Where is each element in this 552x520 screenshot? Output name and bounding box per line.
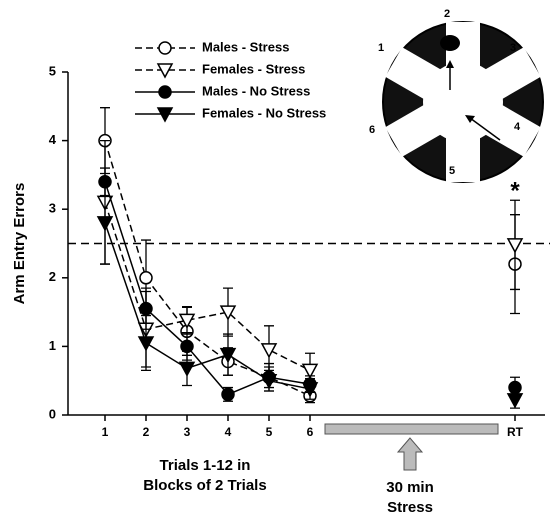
series-line [105, 223, 310, 389]
marker [262, 344, 276, 357]
y-tick-label: 1 [49, 338, 56, 353]
legend-label: Males - Stress [202, 39, 289, 54]
series-line [105, 202, 310, 370]
legend-label: Females - No Stress [202, 105, 326, 120]
marker [508, 394, 522, 407]
stress-label: 30 min [386, 479, 434, 496]
x-tick-label: 6 [307, 425, 314, 439]
marker [140, 303, 152, 315]
x-tick-label: 5 [266, 425, 273, 439]
y-tick-label: 5 [49, 63, 56, 78]
marker [222, 388, 234, 400]
series-line [105, 182, 310, 395]
x-tick-label: 4 [225, 425, 232, 439]
legend-marker [159, 42, 171, 54]
y-tick-label: 3 [49, 201, 56, 216]
y-tick-label: 4 [49, 132, 57, 147]
arm-label: 2 [444, 8, 450, 20]
stress-arrow [398, 438, 422, 470]
y-tick-label: 2 [49, 269, 56, 284]
x-axis-label: Trials 1-12 in [160, 457, 251, 474]
marker [508, 239, 522, 252]
marker [139, 337, 153, 350]
marker [180, 362, 194, 375]
arm-label: 3 [510, 42, 516, 54]
marker [98, 217, 112, 230]
maze-center [423, 62, 503, 142]
arm-label: 6 [369, 124, 375, 136]
x-tick-label: 3 [184, 425, 191, 439]
arm-label: 5 [449, 165, 455, 177]
y-tick-label: 0 [49, 406, 56, 421]
x-tick-label: 2 [143, 425, 150, 439]
goal [440, 35, 460, 51]
stress-bar [325, 424, 498, 434]
x-tick-label: 1 [102, 425, 109, 439]
chart: 1 2 3 4 5 6 0 1 2 3 4 5 1 2 3 4 5 6 RT Arm Entry Errors Tria… [0, 0, 552, 520]
stress-label: Stress [387, 499, 433, 516]
legend-label: Females - Stress [202, 61, 305, 76]
arm-label: 1 [378, 42, 384, 54]
series-line [105, 141, 310, 396]
marker [140, 272, 152, 284]
x-axis-label: Blocks of 2 Trials [143, 477, 266, 494]
maze-inset [383, 22, 543, 182]
significance-mark: * [510, 177, 520, 204]
arm-label: 4 [514, 121, 521, 133]
legend-label: Males - No Stress [202, 83, 310, 98]
legend-marker [159, 86, 171, 98]
y-axis-label: Arm Entry Errors [11, 183, 28, 305]
x-tick-label: RT [507, 425, 524, 439]
